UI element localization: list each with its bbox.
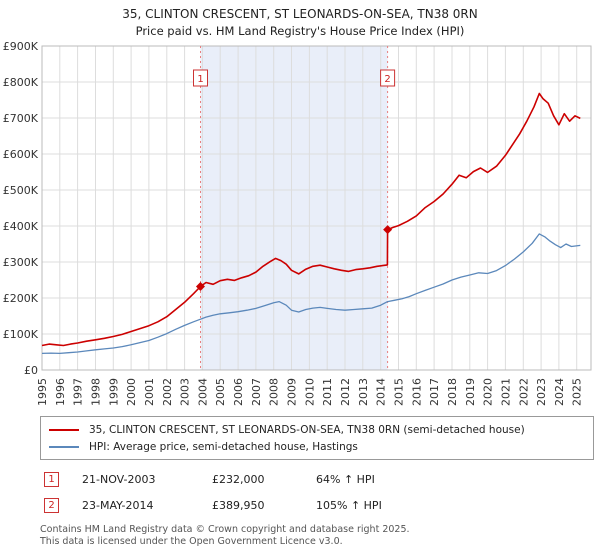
- svg-text:£700K: £700K: [3, 112, 39, 125]
- transaction-date: 23-MAY-2014: [82, 499, 154, 512]
- transaction-date: 21-NOV-2003: [82, 473, 156, 486]
- svg-text:£500K: £500K: [3, 184, 39, 197]
- svg-text:2019: 2019: [464, 378, 477, 406]
- svg-text:2020: 2020: [482, 378, 495, 406]
- svg-text:2008: 2008: [268, 378, 281, 406]
- svg-text:£300K: £300K: [3, 256, 39, 269]
- svg-text:1995: 1995: [36, 378, 49, 406]
- svg-text:1997: 1997: [72, 378, 85, 406]
- transaction-row: 1 21-NOV-2003 £232,000 64% ↑ HPI: [44, 472, 600, 487]
- svg-text:1998: 1998: [90, 378, 103, 406]
- page-title: 35, CLINTON CRESCENT, ST LEONARDS-ON-SEA…: [122, 7, 478, 21]
- svg-text:2013: 2013: [357, 378, 370, 406]
- svg-text:2002: 2002: [161, 378, 174, 406]
- svg-text:2025: 2025: [571, 378, 584, 406]
- svg-text:2014: 2014: [375, 378, 388, 406]
- property-line-swatch: [49, 428, 79, 431]
- svg-text:£100K: £100K: [3, 328, 39, 341]
- svg-text:2016: 2016: [410, 378, 423, 406]
- legend-item-hpi: HPI: Average price, semi-detached house,…: [49, 438, 585, 455]
- page-subtitle: Price paid vs. HM Land Registry's House …: [135, 24, 465, 38]
- svg-text:1996: 1996: [54, 378, 67, 406]
- svg-text:2003: 2003: [179, 378, 192, 406]
- footer-line-1: Contains HM Land Registry data © Crown c…: [40, 524, 410, 535]
- transaction-price: £389,950: [212, 499, 265, 512]
- svg-text:£600K: £600K: [3, 148, 39, 161]
- legend-item-property: 35, CLINTON CRESCENT, ST LEONARDS-ON-SEA…: [49, 421, 585, 438]
- license-footer: Contains HM Land Registry data © Crown c…: [40, 524, 600, 549]
- svg-text:2022: 2022: [517, 378, 530, 406]
- svg-text:2021: 2021: [499, 378, 512, 406]
- svg-text:1999: 1999: [107, 378, 120, 406]
- svg-text:2012: 2012: [339, 378, 352, 406]
- transaction-row: 2 23-MAY-2014 £389,950 105% ↑ HPI: [44, 498, 600, 513]
- footer-line-2: This data is licensed under the Open Gov…: [40, 536, 343, 548]
- price-chart: 1 2 £0 £100K £200K £300K £400K £500K £600K £700K £…: [0, 40, 600, 412]
- transaction-number-badge: 2: [44, 498, 59, 513]
- svg-text:2000: 2000: [125, 378, 138, 406]
- svg-text:£400K: £400K: [3, 220, 39, 233]
- svg-text:2010: 2010: [303, 378, 316, 406]
- svg-text:2017: 2017: [428, 378, 441, 406]
- svg-text:£800K: £800K: [3, 76, 39, 89]
- chart-legend: 35, CLINTON CRESCENT, ST LEONARDS-ON-SEA…: [40, 416, 594, 460]
- svg-text:£200K: £200K: [3, 292, 39, 305]
- svg-text:2023: 2023: [535, 378, 548, 406]
- legend-label: 35, CLINTON CRESCENT, ST LEONARDS-ON-SEA…: [89, 423, 525, 436]
- svg-text:2005: 2005: [214, 378, 227, 406]
- svg-text:2: 2: [384, 74, 390, 85]
- hpi-line-swatch: [49, 445, 79, 448]
- svg-text:2007: 2007: [250, 378, 263, 406]
- svg-text:2001: 2001: [143, 378, 156, 406]
- transaction-price: £232,000: [212, 473, 265, 486]
- svg-text:2011: 2011: [321, 378, 334, 406]
- transaction-hpi-change: 64% ↑ HPI: [316, 473, 375, 486]
- svg-text:2015: 2015: [393, 378, 406, 406]
- svg-text:£900K: £900K: [3, 40, 39, 53]
- svg-text:2004: 2004: [196, 378, 209, 406]
- svg-text:£0: £0: [24, 364, 38, 377]
- svg-text:2009: 2009: [286, 378, 299, 406]
- chart-header: 35, CLINTON CRESCENT, ST LEONARDS-ON-SEA…: [0, 0, 600, 38]
- svg-text:1: 1: [197, 74, 203, 85]
- svg-text:2006: 2006: [232, 378, 245, 406]
- svg-text:2024: 2024: [553, 378, 566, 406]
- transaction-number-badge: 1: [44, 472, 59, 487]
- legend-label: HPI: Average price, semi-detached house,…: [89, 440, 358, 453]
- svg-text:2018: 2018: [446, 378, 459, 406]
- transaction-hpi-change: 105% ↑ HPI: [316, 499, 382, 512]
- transactions-list: 1 21-NOV-2003 £232,000 64% ↑ HPI 2 23-MA…: [44, 472, 600, 513]
- price-chart-svg: 1 2 £0 £100K £200K £300K £400K £500K £600K £700K £…: [3, 40, 592, 406]
